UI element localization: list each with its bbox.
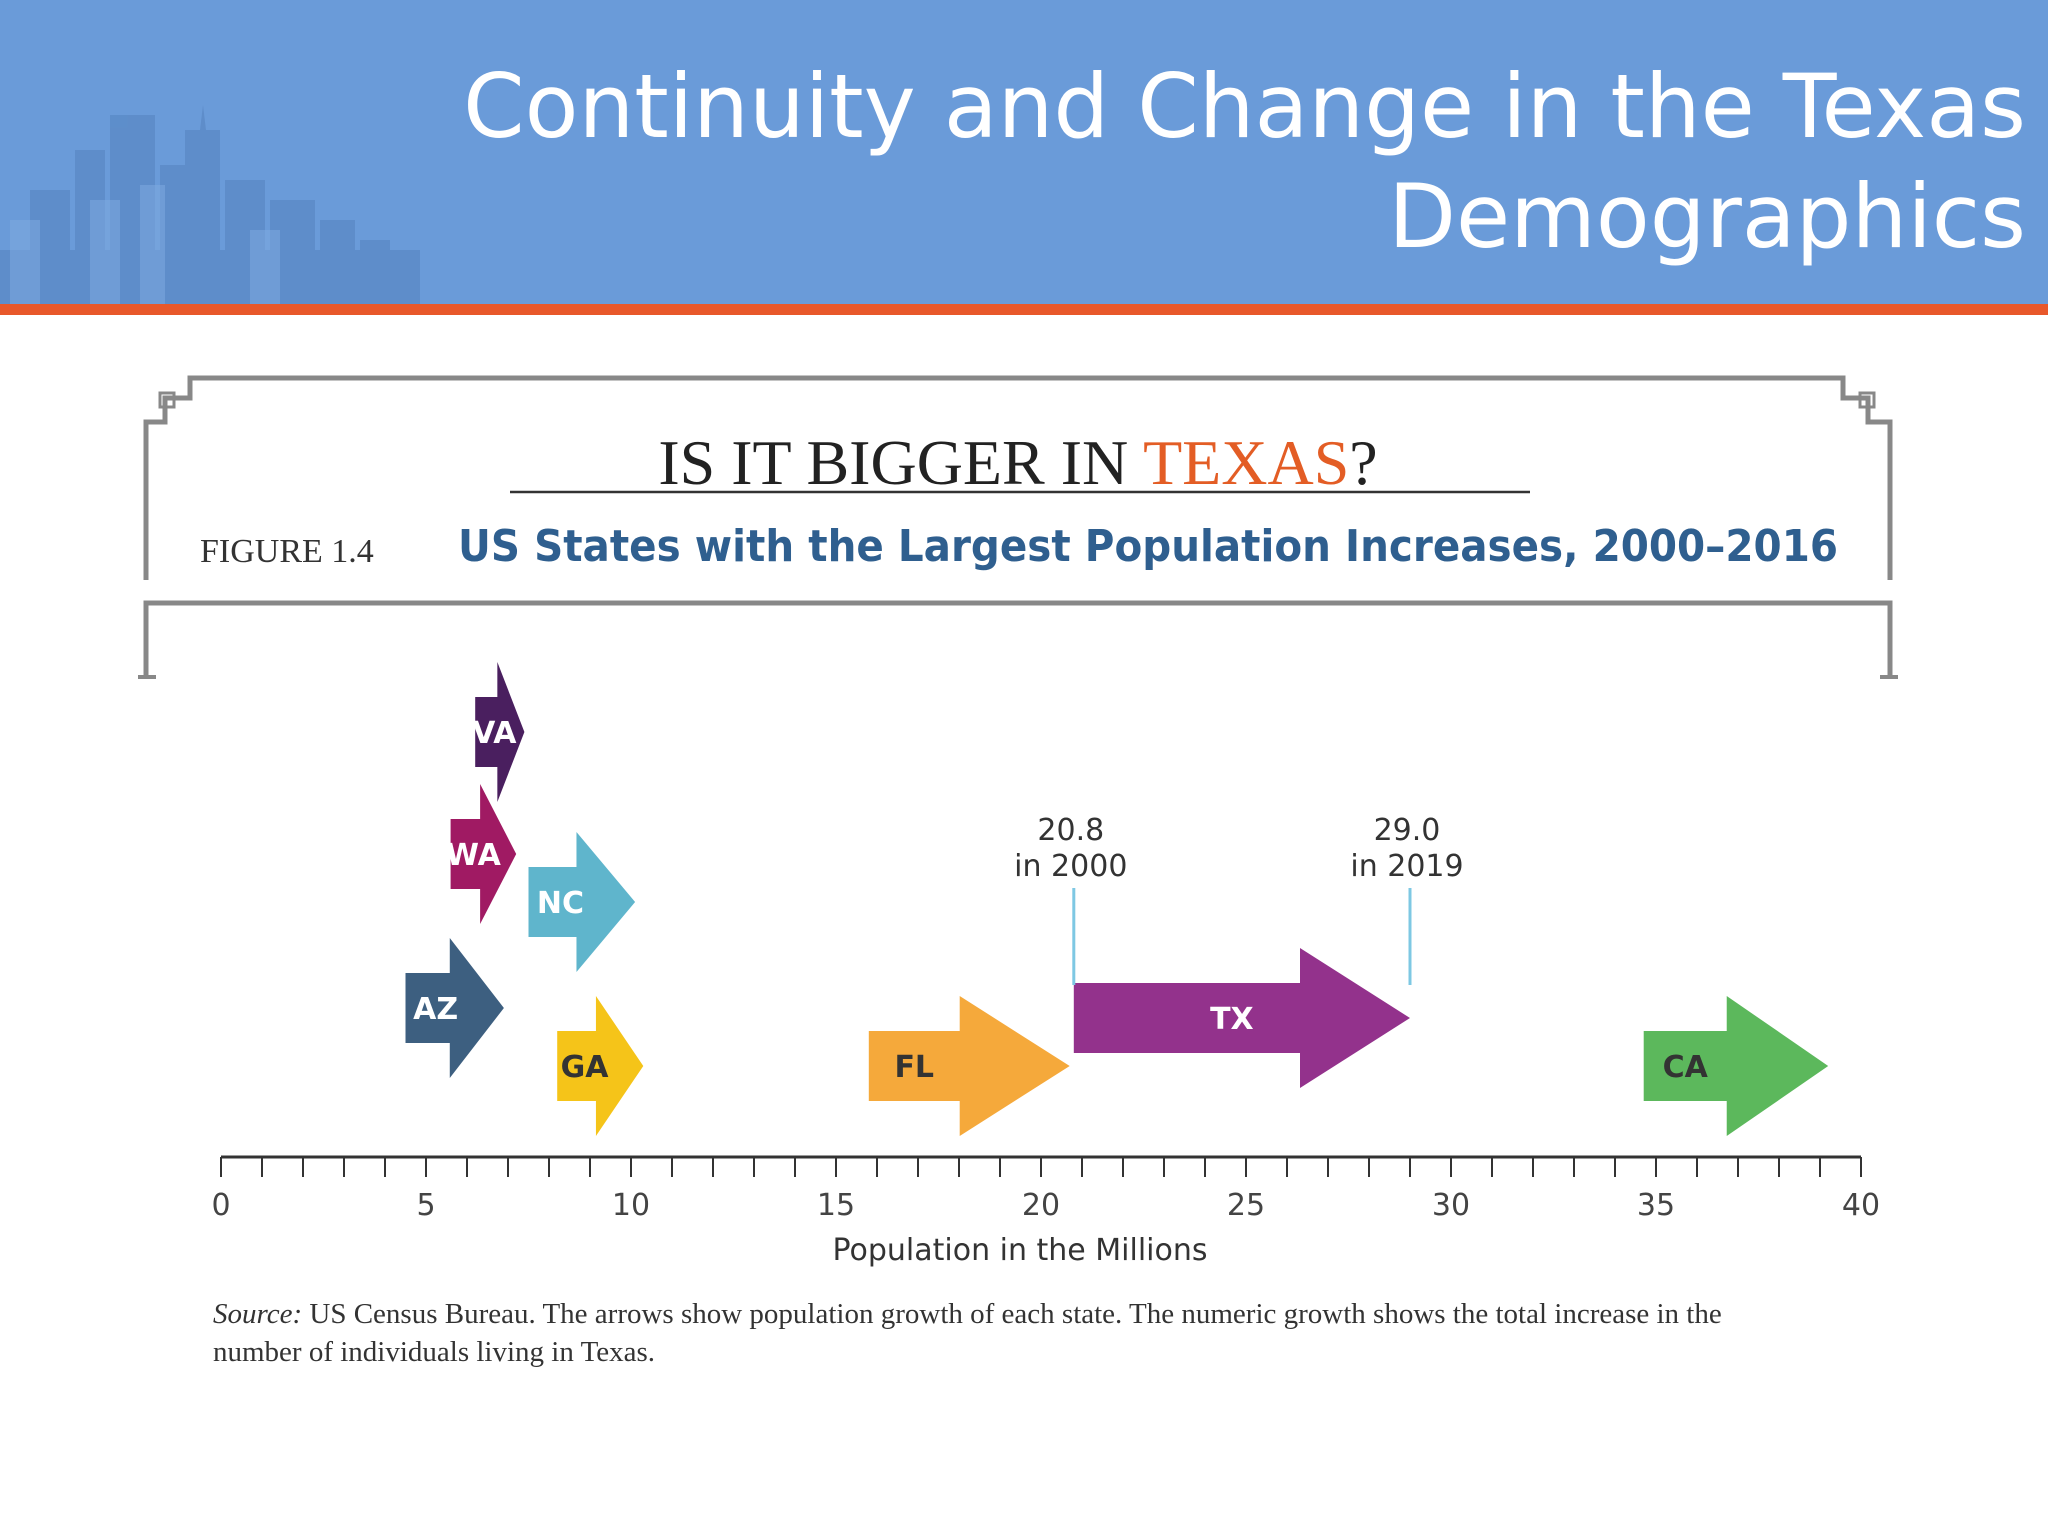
arrow-series-group: VA WA NC AZ GA FL TX CA — [405, 662, 1829, 1136]
x-tick-label: 0 — [211, 1188, 230, 1223]
figure-heading: IS IT BIGGER IN TEXAS? — [658, 427, 1377, 498]
x-tick-label: 25 — [1227, 1188, 1265, 1223]
slide-title-line-1: Continuity and Change in the Texas — [463, 55, 2026, 158]
x-tick-label: 10 — [612, 1188, 650, 1223]
x-axis: 0 5 10 15 20 25 30 35 40 — [211, 1155, 1880, 1223]
x-tick-label: 35 — [1637, 1188, 1675, 1223]
arrow-wa — [450, 784, 517, 924]
slide-title-line-2: Demographics — [1388, 165, 2026, 268]
skyline-image — [0, 105, 420, 304]
arrow-label-nc: NC — [537, 886, 584, 921]
arrow-label-ga: GA — [561, 1050, 610, 1085]
x-tick-label: 40 — [1842, 1188, 1880, 1223]
source-label: Source: — [213, 1298, 303, 1330]
arrow-label-wa: WA — [446, 838, 502, 873]
x-tick-label: 20 — [1022, 1188, 1060, 1223]
header-accent-line — [0, 304, 2048, 315]
x-tick-label: 15 — [817, 1188, 855, 1223]
annotation-group: 20.8in 2000 29.0in 2019 — [1014, 813, 1464, 985]
arrow-tx — [1073, 948, 1410, 1088]
x-tick-label: 5 — [416, 1188, 435, 1223]
arrow-label-ca: CA — [1663, 1050, 1709, 1085]
arrow-label-az: AZ — [413, 992, 458, 1027]
arrow-fl — [868, 996, 1070, 1136]
annotation-year: in 2000 — [1014, 849, 1127, 884]
arrow-va — [475, 662, 525, 802]
arrow-label-va: VA — [472, 716, 517, 751]
heading-prefix: IS IT BIGGER IN — [658, 427, 1143, 498]
slide-title: Continuity and Change in the Texas Demog… — [426, 52, 2026, 272]
arrow-ga — [557, 996, 644, 1136]
source-note: Source: US Census Bureau. The arrows sho… — [213, 1295, 1793, 1371]
figure-label: FIGURE 1.4 — [200, 533, 374, 570]
arrow-label-fl: FL — [894, 1050, 934, 1085]
annotation-value: 29.0 — [1374, 813, 1441, 848]
arrow-nc — [528, 832, 636, 972]
source-text: US Census Bureau. The arrows show popula… — [213, 1298, 1722, 1368]
arrow-az — [405, 938, 504, 1078]
annotation-value: 20.8 — [1037, 813, 1104, 848]
annotation-year: in 2019 — [1350, 849, 1463, 884]
x-tick-label: 30 — [1432, 1188, 1470, 1223]
arrow-label-tx: TX — [1210, 1002, 1254, 1037]
figure-subtitle: US States with the Largest Population In… — [458, 521, 1838, 572]
arrow-ca — [1643, 996, 1829, 1136]
heading-suffix: ? — [1349, 427, 1377, 498]
heading-highlight: TEXAS — [1143, 427, 1349, 498]
slide-header: Continuity and Change in the Texas Demog… — [0, 0, 2048, 304]
figure-frame — [138, 375, 1898, 679]
x-axis-label: Population in the Millions — [832, 1233, 1207, 1268]
